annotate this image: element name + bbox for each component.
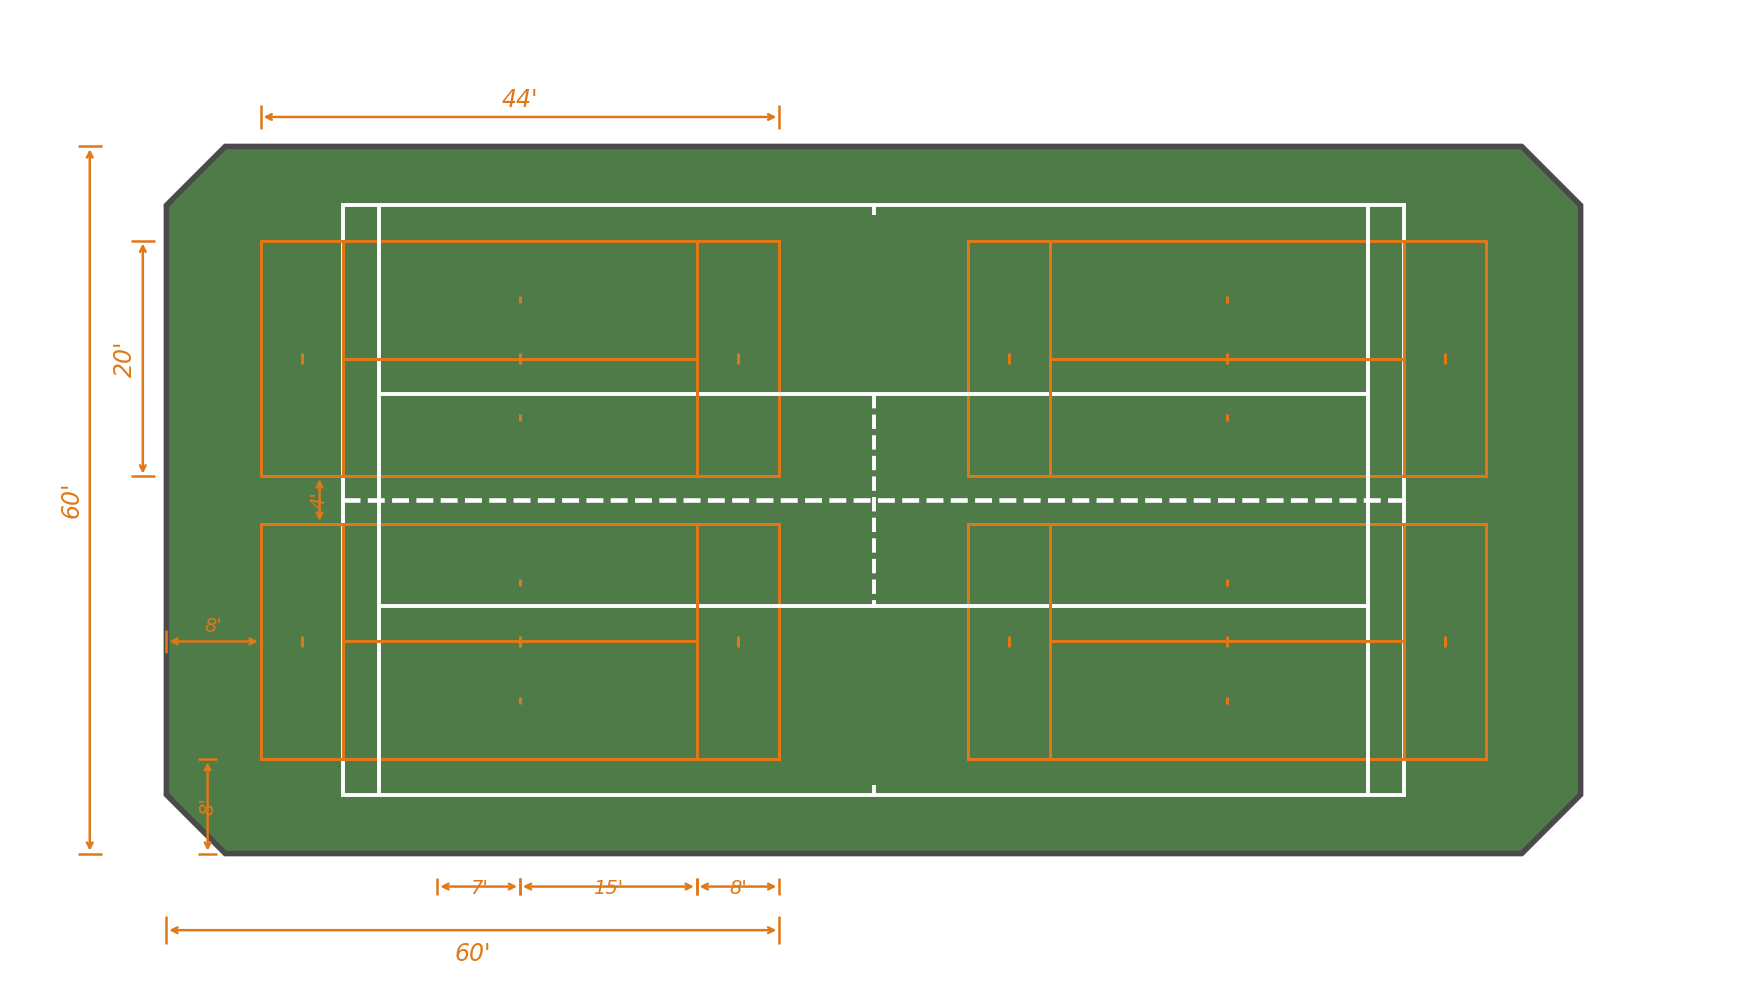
Bar [342,205,1405,795]
Text: 8': 8' [204,617,222,636]
Text: 4': 4' [309,491,328,509]
Text: 20': 20' [114,340,136,377]
Polygon shape [166,146,1581,854]
Bar [968,241,1487,476]
Text: 15': 15' [594,879,624,898]
Text: 44': 44' [501,88,538,112]
Text: 60': 60' [454,942,491,966]
Text: 7': 7' [470,879,487,898]
Text: 8': 8' [197,798,217,815]
Bar [260,524,779,759]
Bar [260,241,779,476]
Bar [968,524,1487,759]
Text: 8': 8' [728,879,748,898]
Text: 60': 60' [59,482,84,518]
